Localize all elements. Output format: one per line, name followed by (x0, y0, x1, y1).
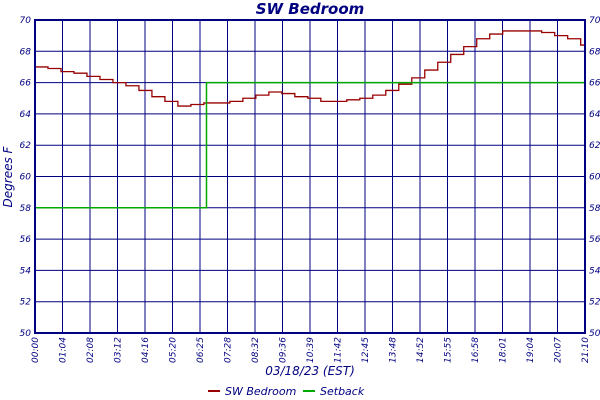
y-tick-label-right: 50 (589, 329, 600, 339)
series-line-sw-bedroom (35, 30, 586, 107)
y-tick-label: 50 (20, 329, 32, 339)
x-tick-label: 18:01 (499, 337, 509, 363)
x-tick-label: 04:16 (141, 337, 151, 363)
x-tick-label: 08:32 (251, 337, 261, 363)
chart-title: SW Bedroom (256, 0, 365, 18)
x-tick-label: 01:04 (59, 337, 69, 363)
x-axis-label: 03/18/23 (EST) (265, 364, 355, 378)
legend-label: Setback (320, 385, 365, 398)
x-tick-label: 20:07 (554, 337, 564, 363)
y-tick-label: 70 (20, 16, 32, 26)
y-axis-label: Degrees F (1, 145, 15, 207)
y-tick-label-right: 56 (589, 235, 600, 245)
y-tick-label: 52 (20, 298, 32, 308)
y-tick-labels-left: 50 52 54 56 58 60 62 64 66 68 70 (20, 16, 32, 339)
y-tick-labels-right: 50 52 54 56 58 60 62 64 66 68 70 (589, 16, 600, 339)
chart-grid (34, 19, 586, 334)
x-tick-label: 14:52 (416, 337, 426, 363)
x-tick-label: 00:00 (31, 337, 41, 363)
y-tick-label-right: 60 (589, 173, 600, 183)
x-tick-label: 05:20 (169, 337, 179, 363)
x-tick-label: 16:58 (471, 337, 481, 363)
y-tick-label-right: 52 (589, 298, 600, 308)
x-tick-label: 19:04 (526, 337, 536, 363)
y-tick-label-right: 64 (589, 110, 600, 120)
x-tick-labels: 00:00 01:04 02:08 03:12 04:16 05:20 06:25 07:28… (31, 337, 591, 363)
y-tick-label-right: 58 (589, 204, 600, 214)
y-tick-label-right: 54 (589, 266, 600, 276)
x-tick-label: 21:10 (581, 337, 591, 363)
x-tick-label: 12:45 (361, 337, 371, 363)
chart-legend: SW Bedroom Setback (208, 385, 365, 398)
x-tick-label: 15:55 (444, 337, 454, 363)
y-tick-label-right: 66 (589, 79, 600, 89)
x-tick-label: 03:12 (114, 337, 124, 363)
legend-label: SW Bedroom (225, 385, 296, 398)
x-tick-label: 13:48 (389, 337, 399, 363)
x-tick-label: 10:39 (306, 337, 316, 363)
y-tick-label-right: 68 (589, 47, 600, 57)
y-tick-label: 58 (20, 204, 32, 214)
y-tick-label: 62 (20, 141, 32, 151)
y-tick-label: 60 (20, 173, 32, 183)
plot-frame (34, 19, 586, 334)
x-tick-label: 09:36 (279, 337, 289, 363)
x-tick-label: 07:28 (224, 337, 234, 363)
y-tick-label-right: 62 (589, 141, 600, 151)
y-tick-label-right: 70 (589, 16, 600, 26)
x-tick-label: 06:25 (196, 337, 206, 363)
y-tick-label: 68 (20, 47, 32, 57)
y-tick-label: 66 (20, 79, 32, 89)
y-tick-label: 64 (20, 110, 32, 120)
series-line-setback (35, 81, 586, 209)
chart-series (35, 30, 586, 209)
x-tick-label: 02:08 (86, 337, 96, 363)
y-tick-label: 54 (20, 266, 32, 276)
x-tick-label: 11:42 (334, 337, 344, 363)
y-tick-label: 56 (20, 235, 32, 245)
